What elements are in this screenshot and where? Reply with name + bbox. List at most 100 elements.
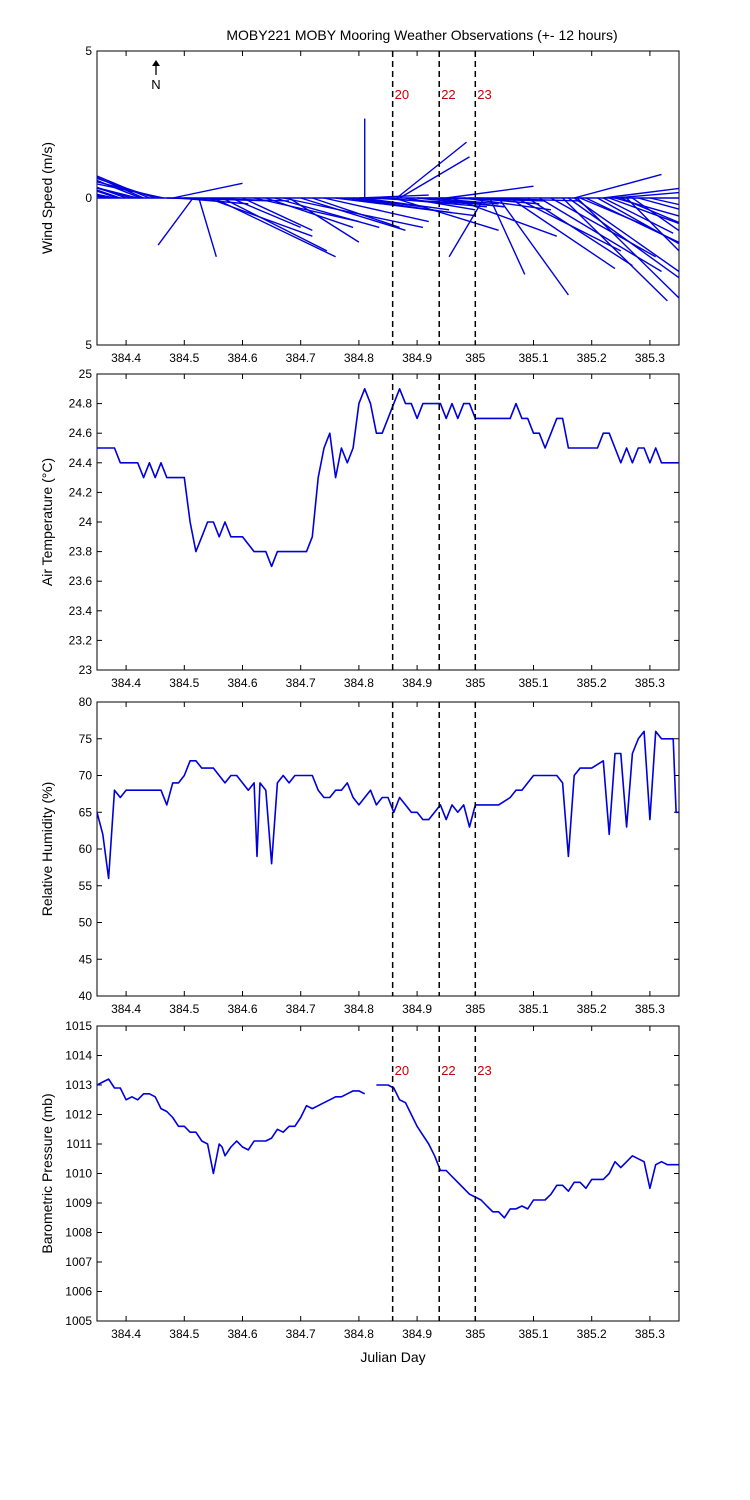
panel-2: 23 23.2 23.4 23.6 23.8 24 24.2 24.4 24.6 24.8 25 38… [39,367,680,690]
y-tick-label: 75 [79,732,93,746]
x-tick-label: 384.8 [344,1327,374,1341]
series-group [97,387,679,568]
x-tick-label: 384.8 [344,676,374,690]
marker-label: 22 [441,1063,455,1078]
series-line [376,1084,679,1219]
wind-vector [97,183,165,199]
wind-vector [574,173,662,199]
wind-vector [178,197,249,205]
wind-vector [358,194,429,199]
wind-vector [448,197,485,258]
x-tick-label: 385.1 [518,676,548,690]
wind-vector [576,197,679,300]
y-tick-label: 23.2 [69,633,93,647]
y-tick-label: 45 [79,952,93,966]
wind-vector [475,197,581,202]
wind-vector [498,197,569,296]
wind-vector [568,197,679,279]
wind-vector [614,191,679,199]
y-axis-label: Relative Humidity (%) [39,782,55,917]
wind-vector [585,197,679,244]
north-arrow: N [151,60,161,92]
wind-vector [172,182,243,199]
wind-vector [550,197,657,258]
wind-vector [469,197,540,205]
x-tick-label: 384.8 [344,351,374,365]
x-tick-label: 385 [465,676,485,690]
wind-vector [97,189,121,199]
y-axis-label: Air Temperature (°C) [39,458,55,586]
x-tick-label: 384.7 [286,1327,316,1341]
wind-vector [399,156,470,199]
wind-vector [620,197,679,224]
x-tick-label: 384.9 [402,676,432,690]
panel-1: 5 0 5 384.4 384.5 384.6 384.7 384.8 384.9 385 385.… [39,44,680,365]
panel-4: 1005 1006 1007 1008 1009 1010 1011 1012 1013 1014… [39,1019,680,1341]
y-tick-label: 40 [79,989,93,1003]
x-tick-label: 384.4 [111,1002,141,1016]
y-tick-label: 1010 [65,1167,92,1181]
north-label: N [151,77,160,92]
y-tick-label: 1005 [65,1314,92,1328]
axes-box [96,701,680,997]
wind-vector [649,197,679,206]
y-tick-label: 50 [79,916,93,930]
y-tick-label: 24.6 [69,426,93,440]
wind-vector [274,197,380,229]
y-tick-label: 1009 [65,1196,92,1210]
wind-vector [527,197,633,267]
y-tick-label: 23.8 [69,545,93,559]
wind-vector [446,185,534,199]
x-tick-label: 385 [465,1327,485,1341]
x-tick-label: 385.2 [577,1327,607,1341]
marker-label: 23 [477,1063,491,1078]
wind-vector [97,193,115,199]
series-line [97,730,679,880]
x-tick-label: 384.4 [111,1327,141,1341]
axes-box [96,1025,680,1322]
y-tick-label: 1015 [65,1019,92,1033]
x-tick-label: 385.3 [635,351,665,365]
wind-vector [603,197,674,234]
figure-title: MOBY221 MOBY Mooring Weather Observation… [226,27,617,43]
wind-vector [300,197,406,232]
wind-vector [489,197,526,275]
wind-vector [608,197,679,225]
wind-vector [638,197,679,210]
x-tick-label: 384.9 [402,351,432,365]
y-tick-label: 55 [79,879,93,893]
y-tick-label: 80 [79,695,93,709]
x-tick-label: 384.5 [169,1327,199,1341]
y-tick-label: 23.4 [69,604,93,618]
x-tick-label: 384.6 [227,1327,257,1341]
x-axis-label: Julian Day [360,1349,425,1365]
y-tick-label: 24 [79,515,93,529]
marker-label: 20 [395,1063,409,1078]
x-tick-label: 384.6 [227,1002,257,1016]
wind-vector [632,197,679,232]
north-arrow-head [152,60,160,66]
x-tick-label: 385.1 [518,1327,548,1341]
wind-vector [451,197,558,237]
x-tick-label: 385.1 [518,351,548,365]
x-tick-label: 385 [465,351,485,365]
y-axis-label: Barometric Pressure (mb) [39,1093,55,1253]
x-tick-label: 385.3 [635,1327,665,1341]
x-tick-label: 384.5 [169,1002,199,1016]
wind-vector [288,197,360,243]
wind-vector [626,197,679,252]
y-tick-label: 1007 [65,1255,92,1269]
wind-vector [323,197,429,223]
marker-label: 20 [395,87,409,102]
y-tick-label: 1014 [65,1049,92,1063]
y-tick-label: 70 [79,769,93,783]
x-tick-label: 384.8 [344,1002,374,1016]
wind-vector [97,179,141,199]
x-tick-label: 384.4 [111,351,141,365]
panel-3: 40 45 50 55 60 65 70 75 80 384.4 384.5 384.6 384.7 38… [39,695,680,1016]
x-tick-label: 385.2 [577,676,607,690]
wind-vector [283,197,424,229]
wind-vector [396,141,468,199]
wind-vector [562,197,668,302]
